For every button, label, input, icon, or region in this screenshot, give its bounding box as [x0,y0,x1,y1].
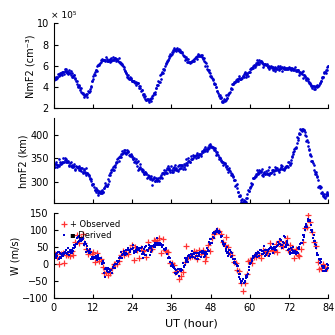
+ Observed [241,289,245,293]
Line: + Observed: + Observed [52,212,330,294]
Legend: + Observed, ▪ Derived: + Observed, ▪ Derived [58,217,123,242]
▪ Derived [242,281,246,285]
▪ Derived [182,265,186,269]
▪ Derived [326,266,330,270]
X-axis label: UT (hour): UT (hour) [164,319,217,329]
Y-axis label: hmF2 (km): hmF2 (km) [19,134,29,188]
+ Observed [195,257,199,261]
Y-axis label: W (m/s): W (m/s) [11,237,21,275]
▪ Derived [52,252,56,256]
▪ Derived [283,235,287,239]
+ Observed [325,266,329,270]
Y-axis label: NmF2 (cm⁻³): NmF2 (cm⁻³) [25,34,35,97]
▪ Derived [278,242,282,246]
+ Observed [307,213,311,217]
Text: × 10⁵: × 10⁵ [51,11,76,20]
+ Observed [161,238,165,242]
+ Observed [243,281,247,285]
▪ Derived [55,251,59,255]
+ Observed [53,253,57,257]
+ Observed [279,244,283,248]
▪ Derived [154,243,158,247]
Line: ▪ Derived: ▪ Derived [52,218,330,284]
▪ Derived [306,217,310,221]
+ Observed [142,248,146,252]
+ Observed [206,243,210,247]
▪ Derived [212,236,216,240]
